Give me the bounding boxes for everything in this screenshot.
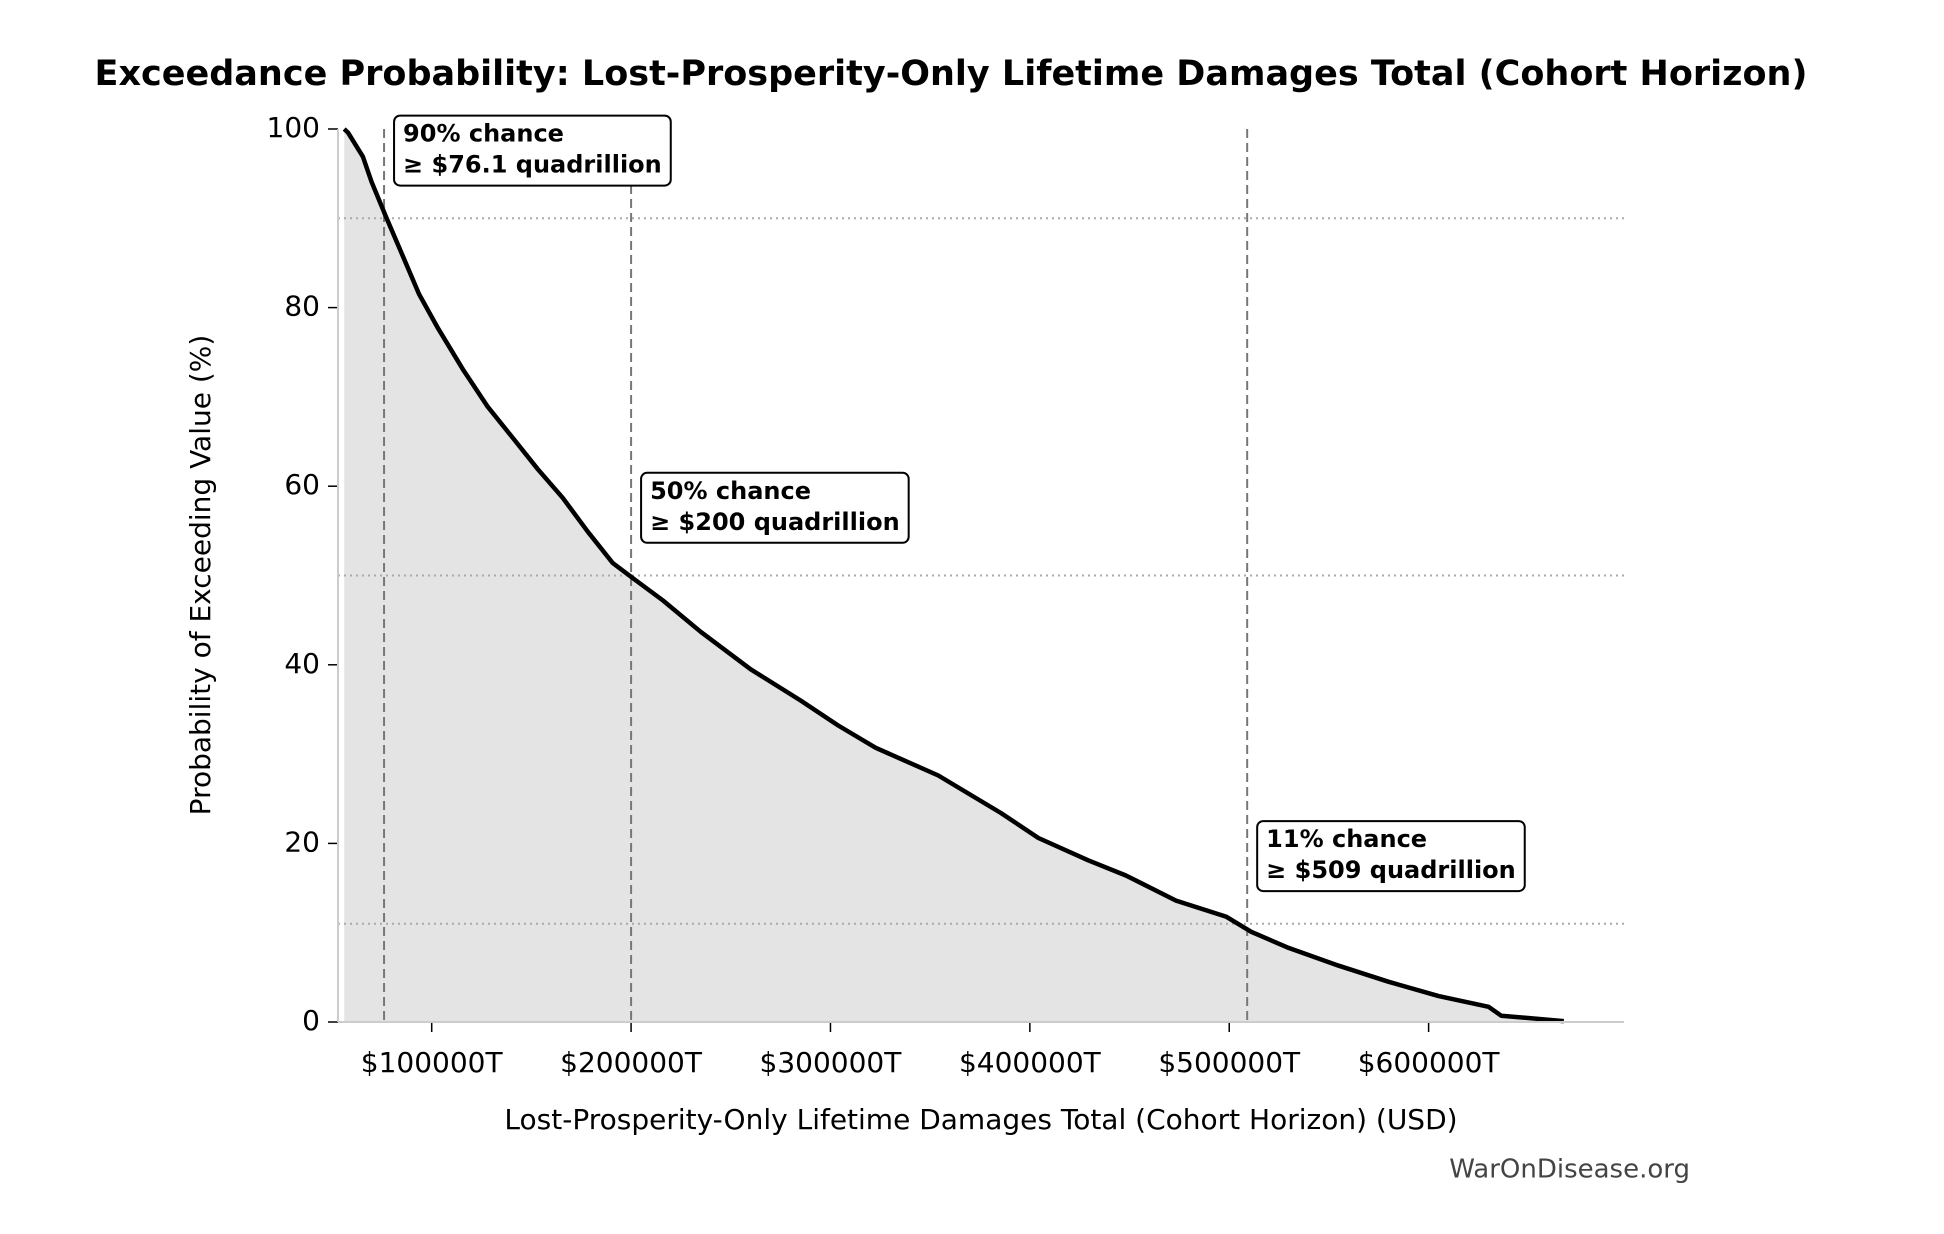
x-tick-label: $400000T <box>959 1046 1102 1079</box>
x-axis-label: Lost-Prosperity-Only Lifetime Damages To… <box>504 1103 1457 1136</box>
annotation-box <box>1256 820 1526 893</box>
annotation: 50% chance ≥ $200 quadrillion <box>640 471 910 544</box>
annotation-text: 50% chance <box>650 477 811 505</box>
watermark: WarOnDisease.org <box>1449 1155 1690 1185</box>
x-tick-label: $100000T <box>361 1046 504 1079</box>
x-tick-label: $600000T <box>1358 1046 1501 1079</box>
x-tick-label: $200000T <box>560 1046 703 1079</box>
annotation-text: ≥ $76.1 quadrillion <box>403 151 662 179</box>
annotation: 90% chance ≥ $76.1 quadrillion <box>393 114 672 187</box>
y-tick-label: 20 <box>284 825 320 858</box>
y-axis-label: Probability of Exceeding Value (%) <box>184 335 217 816</box>
annotation-text: ≥ $509 quadrillion <box>1266 856 1516 884</box>
y-tick-label: 40 <box>284 647 320 680</box>
chart-title: Exceedance Probability: Lost-Prosperity-… <box>95 54 1808 94</box>
x-tick-label: $300000T <box>760 1046 903 1079</box>
annotation-text: 90% chance <box>403 120 564 148</box>
y-tick-label: 80 <box>284 290 320 323</box>
annotation-box <box>640 471 910 544</box>
annotation-box <box>393 114 672 187</box>
y-tick-label: 0 <box>302 1004 320 1037</box>
y-tick-label: 100 <box>267 111 320 144</box>
annotation: 11% chance ≥ $509 quadrillion <box>1256 820 1526 893</box>
annotation-text: ≥ $200 quadrillion <box>650 508 900 536</box>
annotation-text: 11% chance <box>1266 825 1427 853</box>
y-tick-label: 60 <box>284 468 320 501</box>
exceedance-line <box>342 127 1564 1024</box>
area <box>344 129 1564 1022</box>
x-tick-label: $500000T <box>1158 1046 1301 1079</box>
